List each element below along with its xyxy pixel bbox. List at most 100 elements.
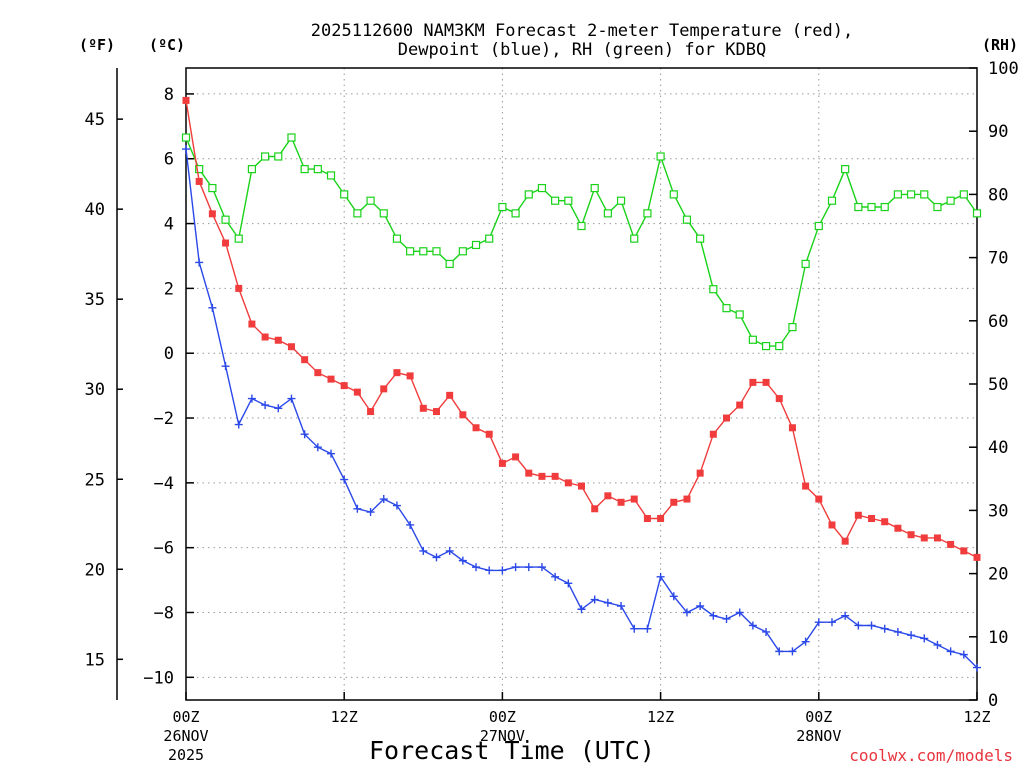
dewpoint-point — [854, 621, 863, 630]
dewpoint-point — [472, 563, 481, 572]
dewpoint-point — [643, 624, 652, 633]
temperature-point — [340, 382, 348, 390]
celsius-tick-label: −4 — [154, 474, 174, 494]
rh-point — [326, 171, 336, 180]
rh-point — [353, 209, 362, 218]
temperature-point — [182, 96, 190, 104]
temperature-point — [920, 534, 928, 542]
rh-tick-label: 30 — [988, 501, 1008, 521]
rh-point — [287, 133, 296, 142]
rh-point — [669, 190, 678, 199]
celsius-tick-label: −6 — [154, 539, 174, 559]
chart-title-line2: Dewpoint (blue), RH (green) for KDBQ — [398, 40, 766, 60]
fahrenheit-tick-label: 30 — [85, 380, 105, 400]
time-tick-label: 12Z — [331, 708, 358, 726]
time-tick-label: 12Z — [647, 708, 674, 726]
temperature-point — [709, 430, 717, 438]
rh-point — [841, 165, 850, 174]
rh-point — [247, 165, 257, 174]
rh-tick-label: 70 — [988, 249, 1008, 269]
temperature-point — [314, 369, 322, 377]
rh-point — [801, 259, 810, 269]
temperature-point — [815, 495, 823, 503]
dewpoint-point — [234, 420, 243, 429]
dewpoint-point — [406, 520, 415, 529]
dewpoint-point — [261, 401, 270, 410]
temperature-point — [578, 482, 585, 490]
dewpoint-point — [287, 394, 296, 403]
rh-point — [498, 202, 507, 212]
temperature-point — [367, 408, 375, 416]
rh-point — [630, 234, 639, 243]
time-tick-label: 12Z — [963, 708, 990, 726]
time-tick-label: 00Z — [489, 708, 516, 726]
temperature-point — [301, 356, 309, 364]
dewpoint-point — [867, 621, 876, 630]
fahrenheit-tick-label: 40 — [85, 200, 105, 220]
temperature-point — [432, 408, 440, 416]
dewpoint-point — [880, 624, 889, 633]
rh-point — [656, 152, 665, 161]
temperature-point — [868, 515, 876, 523]
plot-frame — [185, 67, 978, 701]
dewpoint-point — [498, 566, 507, 575]
celsius-tick-label: −2 — [154, 409, 174, 429]
temperature-point — [828, 521, 836, 529]
temperature-point — [762, 378, 770, 386]
rh-unit-label: (RH) — [982, 36, 1018, 54]
fahrenheit-tick-label: 25 — [85, 470, 105, 490]
dewpoint-point — [775, 647, 784, 656]
dewpoint-point — [340, 475, 349, 484]
celsius-tick-label: 6 — [164, 150, 174, 170]
fahrenheit-tick-label: 45 — [85, 110, 105, 130]
rh-point — [524, 190, 533, 199]
rh-point — [933, 202, 942, 212]
dewpoint-point — [247, 394, 256, 403]
rh-point — [722, 304, 731, 313]
temperature-point — [907, 531, 915, 539]
dewpoint-point — [603, 598, 612, 607]
celsius-tick-label: 8 — [164, 85, 174, 105]
dewpoint-point — [485, 566, 494, 575]
grid — [185, 68, 978, 700]
dewpoint-point — [827, 618, 836, 627]
rh-point — [313, 165, 322, 174]
dewpoint-point — [722, 614, 731, 623]
temperature-point — [841, 537, 849, 545]
dewpoint-point — [841, 611, 850, 620]
rh-point — [366, 196, 375, 205]
temperature-point — [235, 284, 243, 292]
temperature-point — [788, 424, 796, 432]
dewpoint-point — [195, 258, 204, 267]
rh-point — [445, 259, 454, 269]
time-tick-date: 27NOV — [480, 727, 525, 745]
dewpoint-point — [327, 449, 336, 458]
temperature-point — [933, 534, 941, 542]
temperature-point — [643, 515, 651, 523]
rh-point — [551, 196, 560, 205]
temperature-point — [881, 518, 889, 526]
temperature-point — [393, 369, 401, 377]
rh-tick-label: 10 — [988, 628, 1008, 648]
temperature-point — [287, 343, 295, 351]
rh-point — [788, 323, 797, 332]
rh-point — [696, 234, 705, 243]
rh-point — [485, 234, 494, 243]
dewpoint-point — [182, 145, 190, 154]
rh-point — [577, 221, 586, 231]
temperature-point — [459, 411, 467, 419]
celsius-unit-label: (ºC) — [149, 36, 185, 54]
dewpoint-point — [537, 563, 546, 572]
celsius-tick-label: 2 — [164, 279, 174, 299]
dewpoint-series — [182, 145, 981, 672]
dewpoint-point — [221, 362, 230, 371]
temperature-point — [630, 495, 638, 503]
dewpoint-point — [551, 572, 560, 581]
x-axis-title: Forecast Time (UTC) — [369, 736, 655, 765]
dewpoint-point — [300, 430, 309, 439]
fahrenheit-tick-label: 15 — [85, 650, 105, 670]
temperature-point — [591, 505, 599, 513]
rh-point — [748, 335, 757, 344]
temperature-point — [736, 401, 744, 409]
dewpoint-point — [366, 508, 375, 517]
